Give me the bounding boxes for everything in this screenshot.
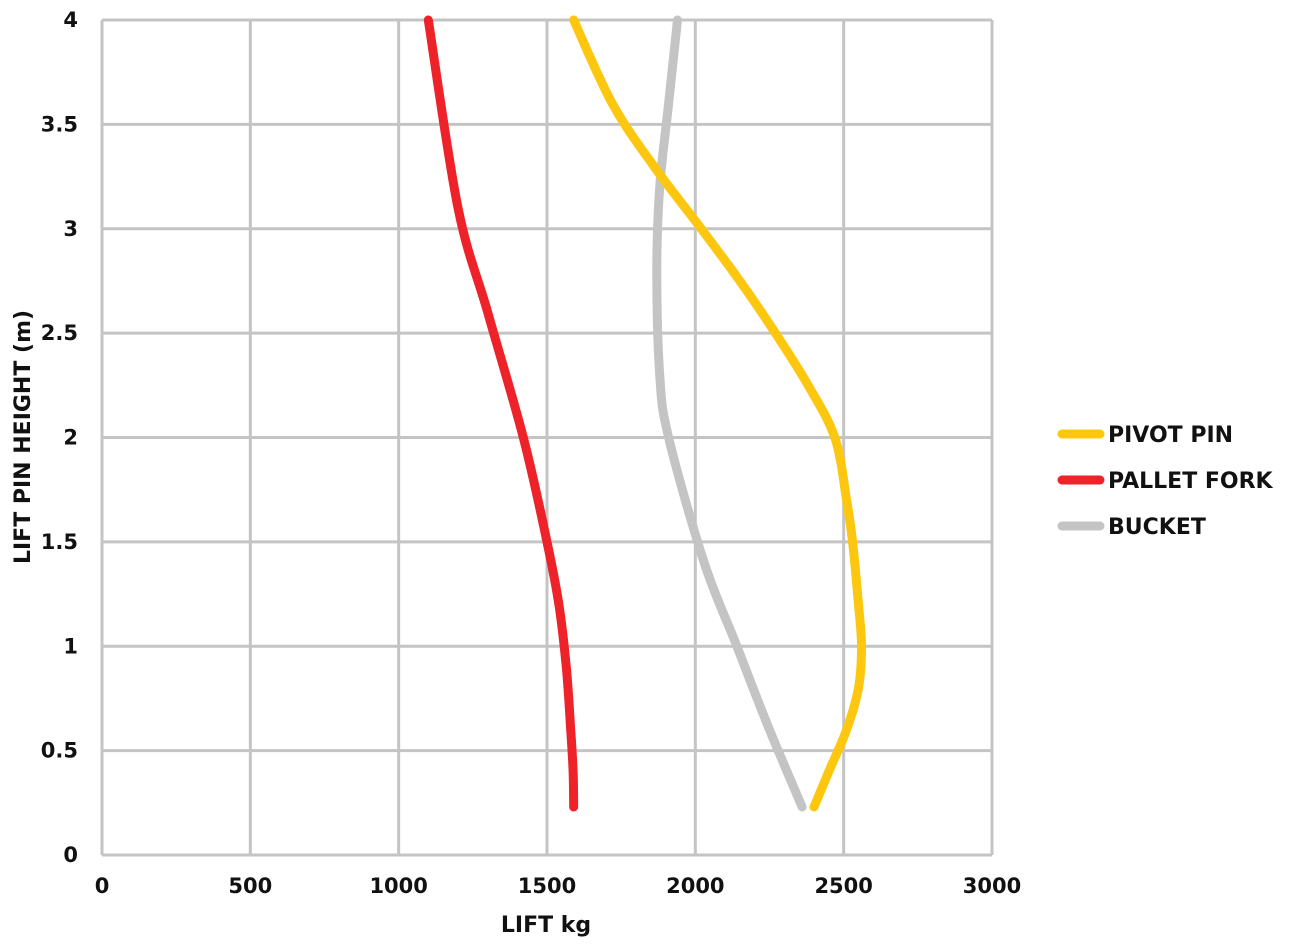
x-tick-label: 1000	[369, 874, 427, 898]
y-tick-label: 3.5	[41, 112, 78, 136]
series-line-pallet-fork	[423, 15, 579, 812]
series-line-bucket	[652, 15, 807, 812]
x-tick-label: 0	[95, 874, 110, 898]
y-axis-ticks: 0 0.5 1 1.5 2 2.5 3 3.5 4	[41, 8, 78, 867]
legend-label: BUCKET	[1108, 515, 1206, 540]
y-tick-label: 3	[63, 217, 78, 241]
x-tick-label: 500	[228, 874, 272, 898]
series-line-pivot-pin	[569, 15, 866, 812]
y-tick-label: 1	[63, 634, 78, 658]
y-tick-label: 1.5	[41, 530, 78, 554]
x-tick-label: 2500	[814, 874, 872, 898]
x-tick-label: 1500	[518, 874, 576, 898]
y-tick-label: 2	[63, 426, 78, 450]
legend: PIVOT PIN PALLET FORK BUCKET	[1057, 423, 1274, 540]
legend-label: PIVOT PIN	[1108, 423, 1233, 448]
x-axis-ticks: 0 500 1000 1500 2000 2500 3000	[95, 874, 1022, 898]
y-axis-title: LIFT PIN HEIGHT (m)	[11, 310, 36, 564]
grid	[100, 18, 994, 857]
y-tick-label: 0.5	[41, 739, 78, 763]
y-tick-label: 2.5	[41, 321, 78, 345]
series-lines	[423, 15, 866, 812]
y-tick-label: 0	[63, 843, 78, 867]
x-tick-label: 2000	[666, 874, 724, 898]
y-tick-label: 4	[63, 8, 78, 32]
x-axis-title: LIFT kg	[501, 913, 591, 938]
legend-label: PALLET FORK	[1108, 469, 1274, 494]
x-tick-label: 3000	[963, 874, 1021, 898]
